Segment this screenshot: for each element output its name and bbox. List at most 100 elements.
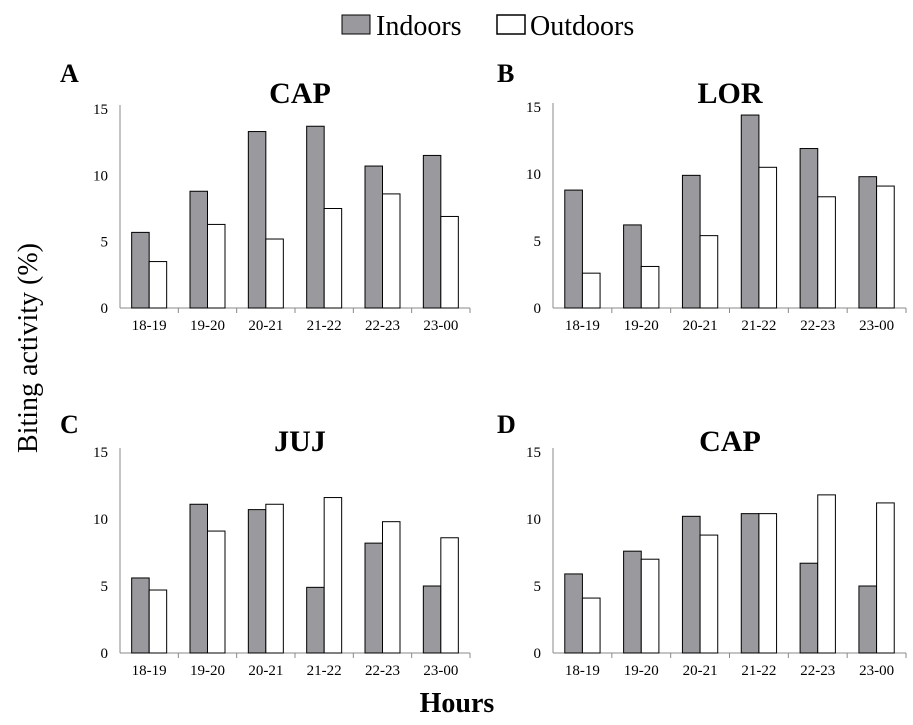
- y-tick-label: 5: [534, 579, 542, 595]
- panel-letter: D: [497, 410, 516, 439]
- bar-outdoors-21-22: [323, 208, 343, 309]
- legend-label-indoors: Indoors: [376, 11, 462, 42]
- bar-outdoors-23-00: [876, 185, 895, 309]
- bar-outdoors-19-20: [207, 223, 226, 309]
- bar-outdoors-21-22: [323, 497, 343, 654]
- panel-c: C JUJ 0 5 10 15 18-19 19-20 20-21 21-22 22-23 23-00: [60, 410, 471, 679]
- bar-indoors-23-00: [858, 585, 878, 654]
- y-tick-label: 0: [534, 646, 542, 662]
- bar-indoors-22-23: [364, 542, 383, 654]
- x-tick-label: 18-19: [132, 663, 167, 679]
- bar-outdoors-20-21: [699, 534, 719, 654]
- bar-indoors-19-20: [189, 503, 208, 654]
- y-tick-label: 5: [534, 234, 542, 250]
- x-tick-label: 23-00: [423, 318, 458, 334]
- x-tick-label: 21-22: [307, 663, 342, 679]
- bar-outdoors-18-19: [581, 272, 601, 309]
- panel-a: A CAP 0 5 10 15 18-19 19-20 20-21 21-22 22-23 23-00: [60, 59, 471, 334]
- x-tick-label: 19-20: [190, 318, 225, 334]
- x-tick-label: 22-23: [800, 663, 835, 679]
- x-tick-label: 23-00: [859, 663, 894, 679]
- bar-indoors-23-00: [422, 154, 442, 309]
- bar-outdoors-21-22: [758, 513, 778, 654]
- bar-outdoors-22-23: [382, 193, 401, 309]
- y-tick-label: 10: [526, 512, 541, 528]
- y-axis-title: Biting activity (%): [13, 243, 44, 453]
- bar-outdoors-20-21: [265, 238, 284, 309]
- panel-title: JUJ: [274, 425, 326, 458]
- bar-outdoors-23-00: [440, 537, 459, 654]
- bar-outdoors-22-23: [817, 196, 836, 309]
- bar-outdoors-22-23: [817, 494, 836, 654]
- x-tick-label: 19-20: [624, 663, 659, 679]
- y-tick-label: 5: [101, 579, 109, 595]
- bar-outdoors-18-19: [581, 597, 601, 654]
- bar-outdoors-19-20: [207, 530, 226, 654]
- x-tick-label: 22-23: [365, 663, 400, 679]
- x-tick-label: 19-20: [624, 318, 659, 334]
- y-tick-label: 15: [526, 445, 541, 461]
- x-tick-label: 22-23: [800, 318, 835, 334]
- y-tick-label: 15: [93, 102, 108, 118]
- bar-indoors-22-23: [799, 148, 819, 309]
- bar-indoors-18-19: [131, 577, 150, 654]
- x-tick-label: 22-23: [365, 318, 400, 334]
- x-tick-label: 20-21: [683, 318, 718, 334]
- bar-indoors-18-19: [564, 573, 583, 654]
- bar-indoors-21-22: [740, 513, 760, 654]
- panel-letter: A: [60, 59, 79, 88]
- y-tick-label: 15: [526, 100, 541, 116]
- x-tick-label: 20-21: [248, 663, 283, 679]
- x-tick-label: 23-00: [859, 318, 894, 334]
- y-tick-label: 10: [93, 168, 108, 184]
- bar-outdoors-22-23: [382, 521, 401, 654]
- y-tick-label: 0: [534, 301, 542, 317]
- y-tick-label: 0: [101, 646, 109, 662]
- bar-indoors-19-20: [623, 224, 642, 309]
- y-tick-label: 15: [93, 445, 108, 461]
- bar-indoors-20-21: [681, 174, 701, 309]
- bar-indoors-21-22: [306, 125, 325, 309]
- x-tick-label: 21-22: [741, 663, 776, 679]
- panel-d: D CAP 0 5 10 15 18-19 19-20 20-21 21-22 22-23 23-00: [497, 410, 907, 679]
- x-tick-label: 19-20: [190, 663, 225, 679]
- bar-indoors-21-22: [740, 114, 760, 309]
- x-tick-label: 20-21: [683, 663, 718, 679]
- y-tick-label: 10: [93, 512, 108, 528]
- panel-letter: C: [60, 410, 79, 439]
- bar-indoors-21-22: [306, 586, 325, 654]
- x-tick-label: 21-22: [307, 318, 342, 334]
- x-axis-title: Hours: [420, 688, 495, 719]
- legend-swatch-indoors: [341, 14, 371, 35]
- bar-indoors-20-21: [681, 515, 701, 654]
- panel-b: B LOR 0 5 10 15 18-19 19-20 20-21 21-22 22-23 23-00: [497, 59, 907, 334]
- x-tick-label: 18-19: [565, 318, 600, 334]
- x-tick-label: 23-00: [423, 663, 458, 679]
- bar-outdoors-20-21: [265, 503, 284, 654]
- bar-outdoors-23-00: [440, 215, 459, 309]
- bar-indoors-20-21: [247, 509, 267, 654]
- bar-outdoors-23-00: [876, 502, 895, 654]
- bar-outdoors-18-19: [148, 261, 168, 309]
- bar-indoors-22-23: [799, 562, 819, 654]
- bar-indoors-22-23: [364, 165, 383, 309]
- x-tick-label: 18-19: [565, 663, 600, 679]
- bar-outdoors-19-20: [640, 265, 660, 309]
- bar-indoors-20-21: [247, 131, 267, 309]
- bar-outdoors-19-20: [640, 558, 660, 654]
- legend: Indoors Outdoors: [341, 11, 634, 42]
- bar-indoors-19-20: [623, 550, 642, 654]
- bar-indoors-18-19: [131, 231, 150, 309]
- bar-indoors-23-00: [858, 176, 878, 309]
- panel-title: CAP: [269, 77, 331, 110]
- bar-outdoors-18-19: [148, 589, 168, 654]
- bar-outdoors-20-21: [699, 235, 719, 309]
- x-tick-label: 20-21: [248, 318, 283, 334]
- bar-indoors-18-19: [564, 189, 583, 309]
- x-tick-label: 18-19: [132, 318, 167, 334]
- y-tick-label: 5: [101, 235, 109, 251]
- bar-indoors-23-00: [422, 585, 442, 654]
- y-tick-label: 10: [526, 167, 541, 183]
- y-tick-label: 0: [101, 301, 109, 317]
- legend-label-outdoors: Outdoors: [530, 11, 634, 42]
